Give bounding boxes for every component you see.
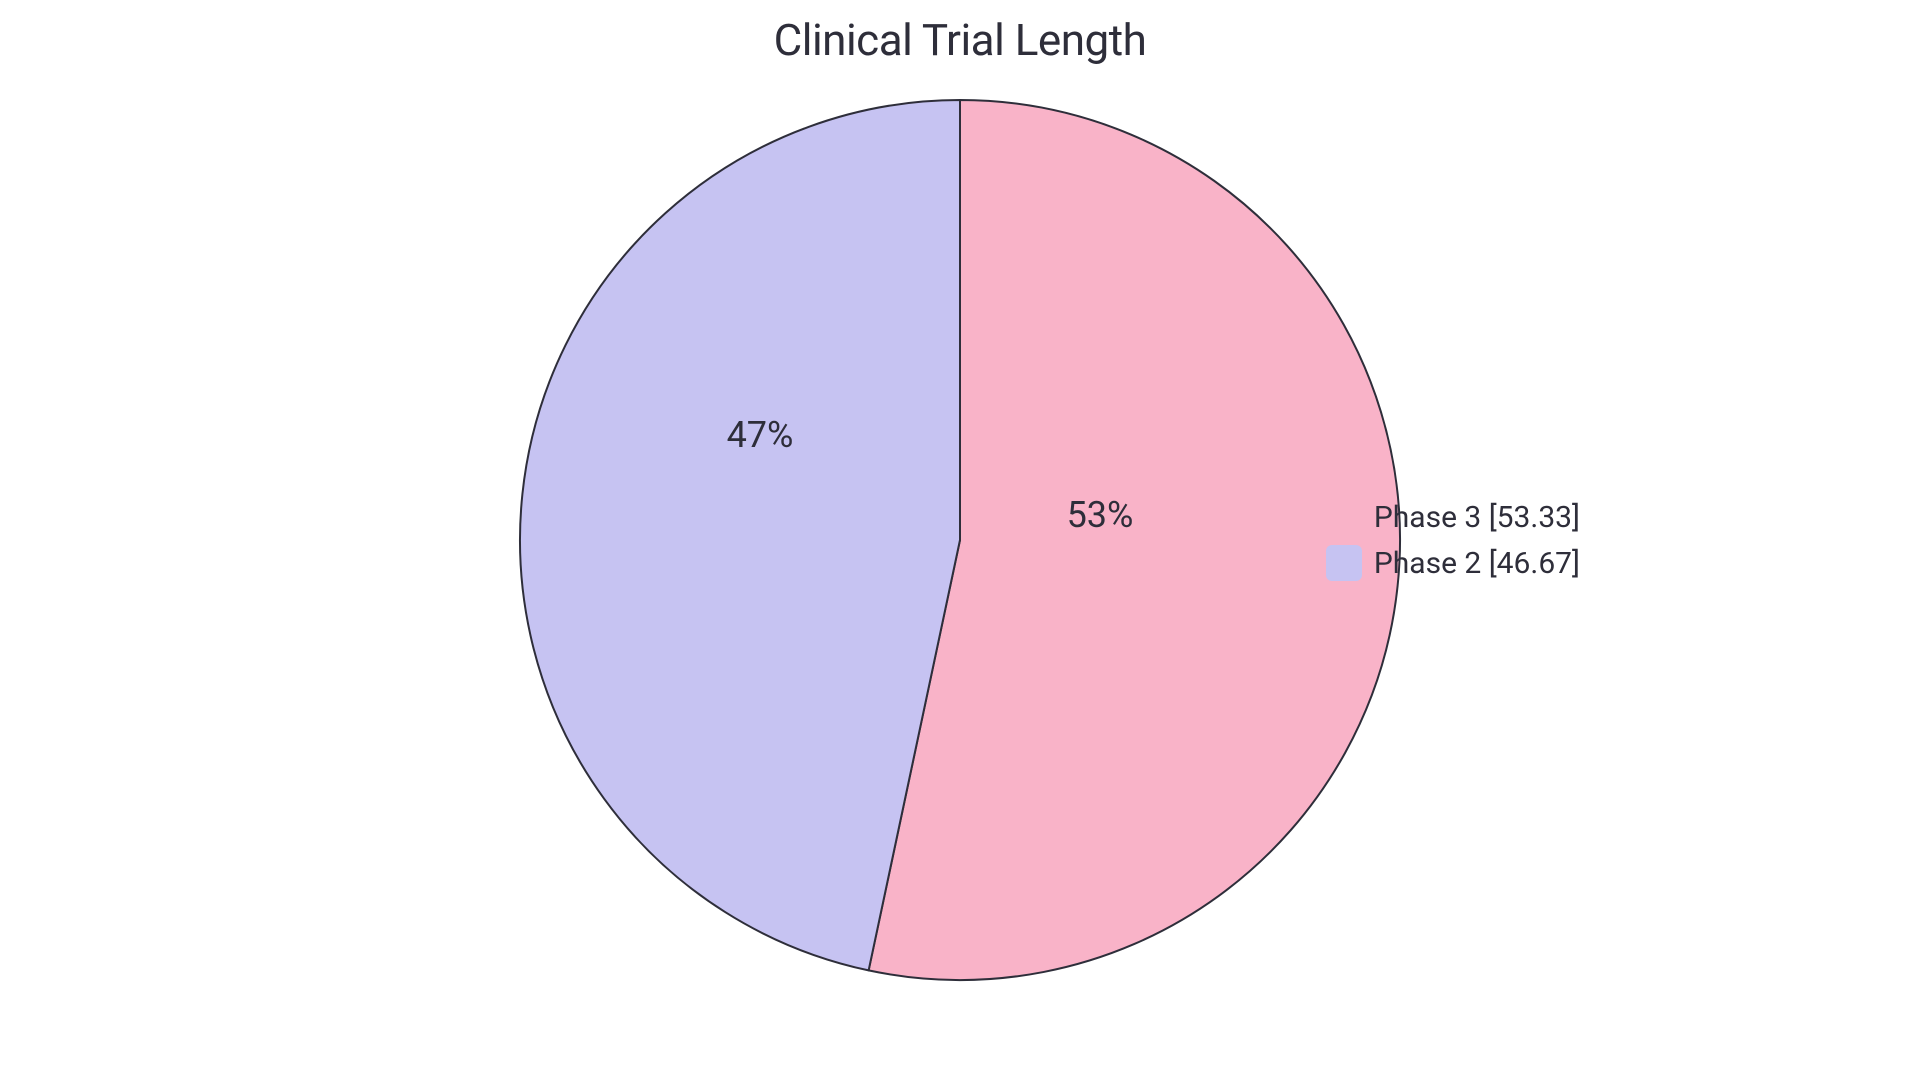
chart-container: Clinical Trial Length 53% 47% Phase 3 [53… bbox=[0, 0, 1920, 1080]
legend-label: Phase 2 [46.67] bbox=[1374, 546, 1580, 581]
legend-swatch bbox=[1326, 545, 1362, 581]
legend-item: Phase 3 [53.33] bbox=[1326, 499, 1580, 535]
slice-label: 47% bbox=[727, 414, 794, 456]
legend-item: Phase 2 [46.67] bbox=[1326, 545, 1580, 581]
pie-chart: 53% 47% bbox=[510, 90, 1410, 990]
pie-svg bbox=[510, 90, 1410, 990]
slice-label: 53% bbox=[1067, 494, 1134, 536]
legend-label: Phase 3 [53.33] bbox=[1374, 500, 1580, 535]
legend-swatch bbox=[1326, 499, 1362, 535]
chart-title: Clinical Trial Length bbox=[774, 14, 1147, 66]
legend: Phase 3 [53.33] Phase 2 [46.67] bbox=[1326, 499, 1580, 581]
pie-slice bbox=[520, 100, 960, 970]
